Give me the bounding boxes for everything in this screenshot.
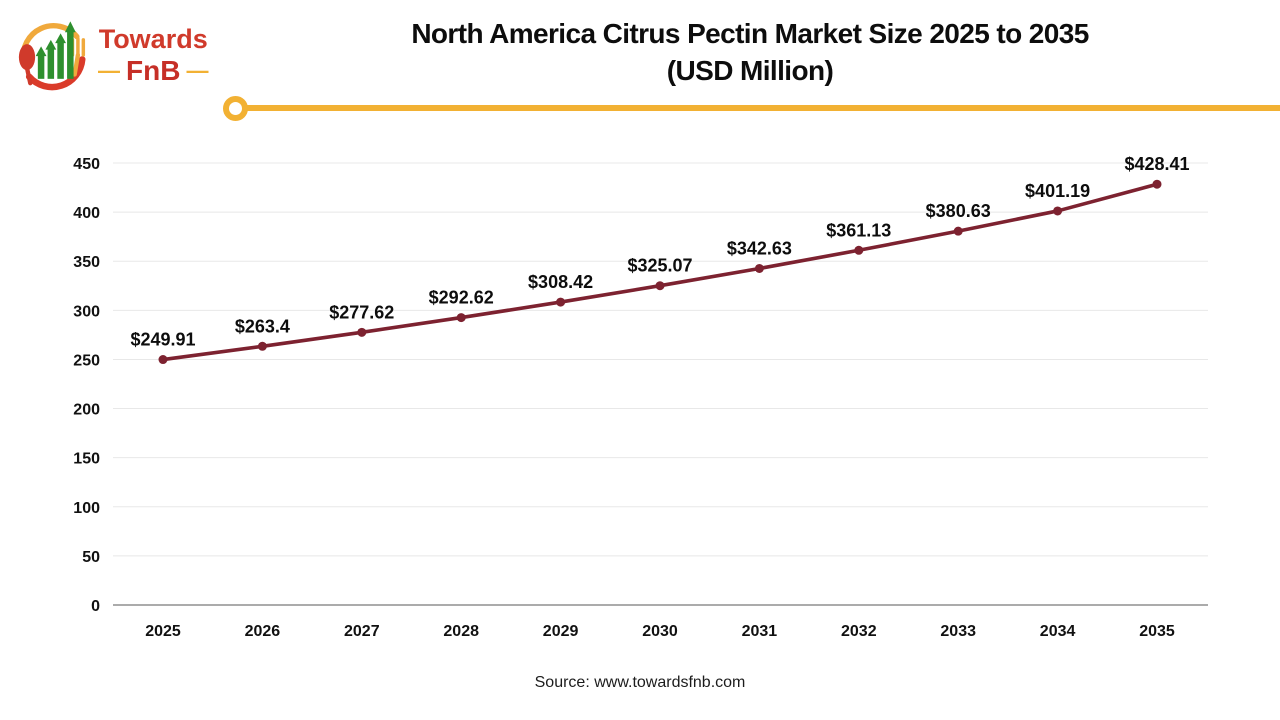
data-label: $428.41	[1124, 154, 1189, 174]
data-label: $292.62	[429, 288, 494, 308]
y-tick-label: 50	[82, 549, 100, 566]
y-tick-label: 0	[91, 598, 100, 615]
data-label: $277.62	[329, 302, 394, 322]
brand-dash-right: —	[186, 57, 209, 83]
x-tick-label: 2035	[1139, 623, 1175, 640]
chart-title: North America Citrus Pectin Market Size …	[230, 16, 1270, 90]
line-chart: 0 50 100 150 200 250 300 350 400 450 2025 2026 2027 2…	[0, 120, 1280, 665]
data-label: $249.91	[130, 330, 195, 350]
gold-divider-ring	[223, 96, 248, 121]
y-tick-label: 250	[73, 352, 100, 369]
line-chart-svg: 0 50 100 150 200 250 300 350 400 450 2025 2026 2027 2…	[73, 154, 1208, 640]
towardsfnb-logo-icon	[18, 21, 86, 91]
brand-name-towards: Towards	[98, 23, 208, 54]
data-point	[953, 226, 963, 236]
data-label: $325.07	[627, 256, 692, 276]
data-point	[456, 313, 466, 323]
data-label: $401.19	[1025, 181, 1090, 201]
data-point	[158, 355, 168, 365]
x-tick-label: 2029	[543, 623, 579, 640]
x-tick-label: 2034	[1040, 623, 1076, 640]
y-tick-label: 350	[73, 254, 100, 271]
data-label: $342.63	[727, 238, 792, 258]
brand-dash-left: —	[98, 57, 120, 83]
data-point	[357, 327, 367, 337]
data-point	[556, 297, 566, 307]
x-tick-label: 2025	[145, 623, 181, 640]
y-tick-label: 450	[73, 156, 100, 173]
data-label: $380.63	[926, 201, 991, 221]
y-tick-label: 100	[73, 500, 100, 517]
data-label: $263.4	[235, 316, 290, 336]
x-tick-label: 2028	[443, 623, 479, 640]
data-point	[1053, 206, 1063, 216]
x-tick-label: 2030	[642, 623, 678, 640]
chart-title-line2: (USD Million)	[666, 54, 834, 86]
x-tick-label: 2026	[245, 623, 281, 640]
data-label: $308.42	[528, 272, 593, 292]
y-tick-label: 400	[73, 205, 100, 222]
x-tick-label: 2032	[841, 623, 877, 640]
chart-title-line1: North America Citrus Pectin Market Size …	[411, 18, 1089, 49]
y-tick-label: 150	[73, 451, 100, 468]
data-point	[754, 263, 764, 273]
data-point	[1152, 179, 1162, 189]
data-point	[257, 341, 267, 351]
towardsfnb-logo-text: Towards — FnB —	[98, 23, 209, 86]
brand-name-fnb: FnB	[126, 54, 181, 86]
x-tick-label: 2027	[344, 623, 380, 640]
data-label: $361.13	[826, 220, 891, 240]
source-note: Source: www.towardsfnb.com	[534, 674, 746, 691]
data-point	[854, 245, 864, 255]
y-tick-label: 200	[73, 402, 100, 419]
towardsfnb-logo: Towards — FnB —	[14, 12, 224, 98]
x-tick-label: 2033	[940, 623, 976, 640]
y-tick-label: 300	[73, 303, 100, 320]
gold-divider-line	[243, 105, 1280, 111]
x-tick-label: 2031	[742, 623, 778, 640]
data-point	[655, 281, 665, 291]
